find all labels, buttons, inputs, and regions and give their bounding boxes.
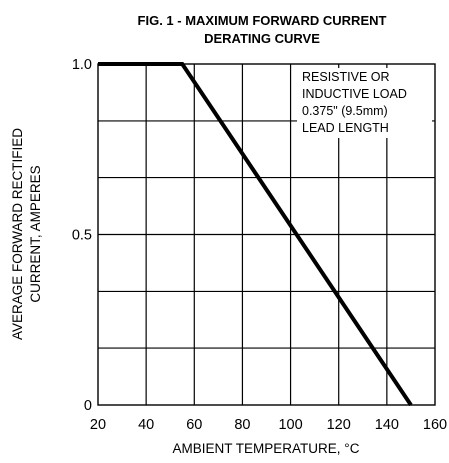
y-tick-label: 1.0: [72, 57, 92, 73]
x-tick-label: 40: [138, 417, 154, 433]
annotation-line-4: LEAD LENGTH: [302, 121, 389, 135]
y-tick-label: 0: [84, 398, 92, 414]
x-tick-label: 80: [234, 417, 250, 433]
annotation-line-2: INDUCTIVE LOAD: [302, 87, 407, 101]
chart-title-line-2: DERATING CURVE: [204, 31, 320, 46]
x-tick-label: 100: [278, 417, 302, 433]
x-tick-label: 120: [327, 417, 351, 433]
x-tick-label: 140: [375, 417, 399, 433]
x-tick-label: 20: [90, 417, 106, 433]
x-axis-label: AMBIENT TEMPERATURE, °C: [173, 441, 360, 456]
annotation-line-1: RESISTIVE OR: [302, 70, 390, 84]
y-tick-labels: 0 0.5 1.0: [72, 57, 92, 414]
y-axis-label-line-2: CURRENT, AMPERES: [28, 165, 43, 302]
x-tick-labels: 20 40 60 80 100 120 140 160: [90, 417, 447, 433]
annotation-line-3: 0.375" (9.5mm): [302, 104, 388, 118]
chart-title-line-1: FIG. 1 - MAXIMUM FORWARD CURRENT: [138, 13, 387, 28]
x-tick-label: 160: [423, 417, 447, 433]
y-axis-label-line-1: AVERAGE FORWARD RECTIFIED: [10, 128, 25, 340]
x-tick-label: 60: [186, 417, 202, 433]
y-tick-label: 0.5: [72, 228, 92, 244]
